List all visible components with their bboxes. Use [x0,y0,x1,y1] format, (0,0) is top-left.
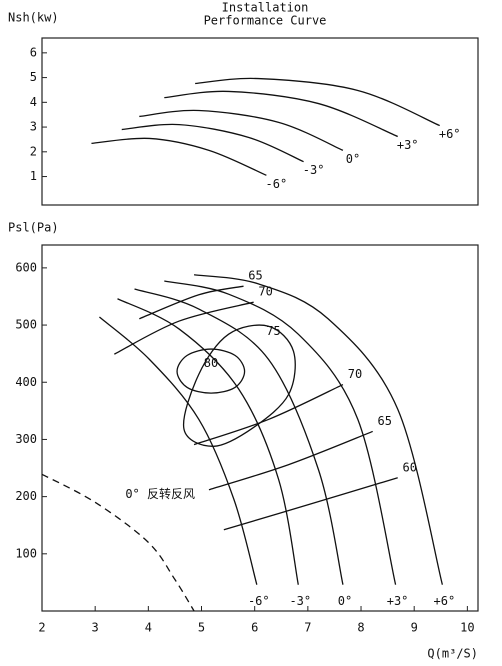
contour-label: 60 [402,460,416,474]
y-tick-label: 500 [15,318,37,332]
chart-subtitle: Performance Curve [204,14,327,28]
series-line [117,298,299,585]
y-tick-label: 6 [30,45,37,59]
x-tick-label: 8 [357,621,364,635]
contour-label: 70 [258,285,272,299]
x-tick-label: 7 [304,621,311,635]
efficiency-contour [193,383,344,446]
y-tick-label: 100 [15,546,37,560]
y-tick-label: 600 [15,260,37,274]
x-tick-label: 3 [92,621,99,635]
y-tick-label: 5 [30,70,37,84]
contour-label: 80 [204,356,218,370]
efficiency-contour [139,285,244,320]
y-tick-label: 400 [15,375,37,389]
series-line [99,316,258,585]
x-tick-label: 2 [38,621,45,635]
series-line [134,288,344,585]
plot-frame [41,37,479,206]
contour-label: 65 [248,269,262,283]
x-tick-label: 5 [198,621,205,635]
series-line [195,77,440,127]
series-line [121,123,304,163]
series-label: +3° [397,138,419,152]
y-axis-label: Psl(Pa) [8,221,59,235]
series-label: -3° [303,163,325,177]
series-label: 0° [338,594,352,608]
efficiency-contour [223,477,398,531]
chart-title: Installation [222,1,309,15]
x-tick-label: 9 [411,621,418,635]
x-tick-label: 6 [251,621,258,635]
series-label: -6° [266,177,288,191]
series-label: +6° [434,594,456,608]
reverse-curve [41,473,195,612]
y-tick-label: 1 [30,169,37,183]
y-tick-label: 200 [15,489,37,503]
y-tick-label: 2 [30,144,37,158]
series-line [139,109,344,151]
x-tick-label: 4 [145,621,152,635]
efficiency-contour [114,301,254,355]
series-label: +6° [439,127,461,141]
series-label: -3° [289,594,311,608]
plot-frame [41,244,479,612]
x-axis-label: Q(m³/S) [427,647,478,661]
series-label: +3° [387,594,409,608]
contour-label: 70 [348,367,362,381]
series-line [164,90,398,138]
efficiency-contour [176,348,246,394]
y-tick-label: 3 [30,120,37,134]
y-tick-label: 300 [15,432,37,446]
y-axis-label: Nsh(kw) [8,11,59,25]
series-line [91,137,267,176]
y-tick-label: 4 [30,95,37,109]
series-label: -6° [248,594,270,608]
efficiency-contour [182,324,296,447]
series-line [193,274,444,585]
x-tick-label: 10 [460,621,474,635]
series-label: 0° [346,152,360,166]
efficiency-contour [208,430,373,491]
contour-label: 75 [266,324,280,338]
contour-label: 65 [377,414,391,428]
reverse-label: 0° 反转反风 [125,486,195,501]
